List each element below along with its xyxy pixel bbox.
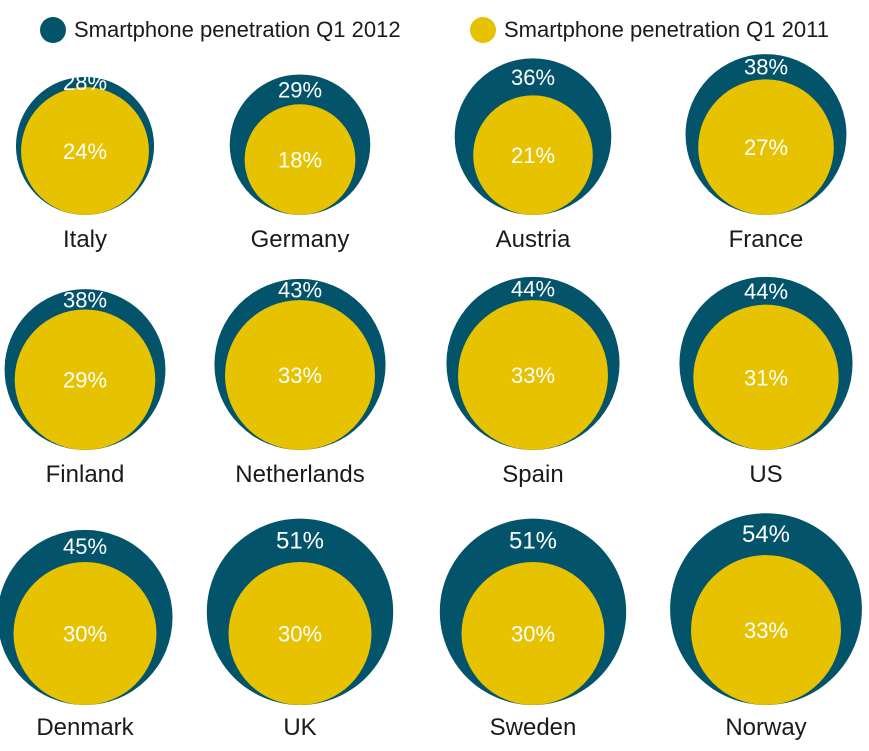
label-2012-uk: 51% xyxy=(276,527,324,554)
bubble-2011-finland xyxy=(14,309,156,450)
bubble-2011-france xyxy=(698,79,834,215)
legend-swatch-2012 xyxy=(40,17,66,43)
label-2011-netherlands: 33% xyxy=(278,363,322,388)
label-2012-france: 38% xyxy=(744,55,788,80)
legend-item-2011: Smartphone penetration Q1 2011 xyxy=(470,14,829,46)
country-label-germany: Germany xyxy=(251,226,350,253)
legend-label-2011: Smartphone penetration Q1 2011 xyxy=(504,17,829,42)
bubble-2011-austria xyxy=(473,95,593,215)
country-label-france: France xyxy=(729,226,804,253)
country-label-italy: Italy xyxy=(63,226,107,253)
country-label-netherlands: Netherlands xyxy=(235,461,364,488)
country-group-denmark: 45% 30% Denmark xyxy=(0,529,173,741)
country-label-spain: Spain xyxy=(502,461,563,488)
country-group-italy: 28% 24% Italy xyxy=(15,70,155,253)
bubble-2011-sweden xyxy=(461,562,605,705)
label-2012-spain: 44% xyxy=(511,276,555,301)
country-label-us: US xyxy=(749,461,782,488)
country-group-uk: 51% 30% UK xyxy=(206,518,394,741)
legend-swatch-2011 xyxy=(470,17,496,43)
label-2011-uk: 30% xyxy=(278,622,322,647)
label-2011-norway: 33% xyxy=(744,618,788,643)
label-2012-germany: 29% xyxy=(278,77,322,102)
label-2011-denmark: 30% xyxy=(63,622,107,647)
country-label-denmark: Denmark xyxy=(36,714,134,741)
country-label-uk: UK xyxy=(283,714,316,741)
label-2012-sweden: 51% xyxy=(509,527,557,554)
label-2011-austria: 21% xyxy=(511,143,555,168)
label-2012-finland: 38% xyxy=(63,287,107,312)
bubble-2011-uk xyxy=(228,562,372,705)
label-2012-austria: 36% xyxy=(511,65,555,90)
country-label-sweden: Sweden xyxy=(490,714,577,741)
bubble-2011-netherlands xyxy=(225,300,375,450)
label-2011-italy: 24% xyxy=(63,139,107,164)
country-group-norway: 54% 33% Norway xyxy=(670,513,862,741)
country-group-finland: 38% 29% Finland xyxy=(4,287,166,488)
country-label-finland: Finland xyxy=(46,461,125,488)
legend-label-2012: Smartphone penetration Q1 2012 xyxy=(74,17,401,42)
bubble-2011-spain xyxy=(458,300,608,450)
bubble-2011-germany xyxy=(244,104,356,215)
label-2011-finland: 29% xyxy=(63,368,107,393)
bubble-2011-italy xyxy=(21,87,149,215)
bubble-2011-us xyxy=(693,304,839,450)
label-2011-us: 31% xyxy=(744,365,788,390)
country-group-us: 44% 31% US xyxy=(679,276,853,488)
bubble-2011-norway xyxy=(691,555,841,705)
country-group-germany: 29% 18% Germany xyxy=(229,74,371,253)
bubble-2011-denmark xyxy=(13,562,157,705)
country-label-norway: Norway xyxy=(725,714,806,741)
country-label-austria: Austria xyxy=(496,226,571,253)
label-2011-spain: 33% xyxy=(511,363,555,388)
label-2011-sweden: 30% xyxy=(511,622,555,647)
label-2011-germany: 18% xyxy=(278,148,322,173)
country-group-spain: 44% 33% Spain xyxy=(446,276,620,488)
country-group-netherlands: 43% 33% Netherlands xyxy=(214,277,386,488)
label-2012-netherlands: 43% xyxy=(278,277,322,302)
legend-item-2012: Smartphone penetration Q1 2012 xyxy=(40,14,401,46)
country-group-sweden: 51% 30% Sweden xyxy=(439,518,627,741)
label-2012-italy: 28% xyxy=(63,70,107,95)
country-group-france: 38% 27% France xyxy=(685,54,847,253)
label-2012-norway: 54% xyxy=(742,521,790,548)
label-2012-us: 44% xyxy=(744,279,788,304)
label-2012-denmark: 45% xyxy=(63,534,107,559)
label-2011-france: 27% xyxy=(744,135,788,160)
country-group-austria: 36% 21% Austria xyxy=(454,58,612,253)
